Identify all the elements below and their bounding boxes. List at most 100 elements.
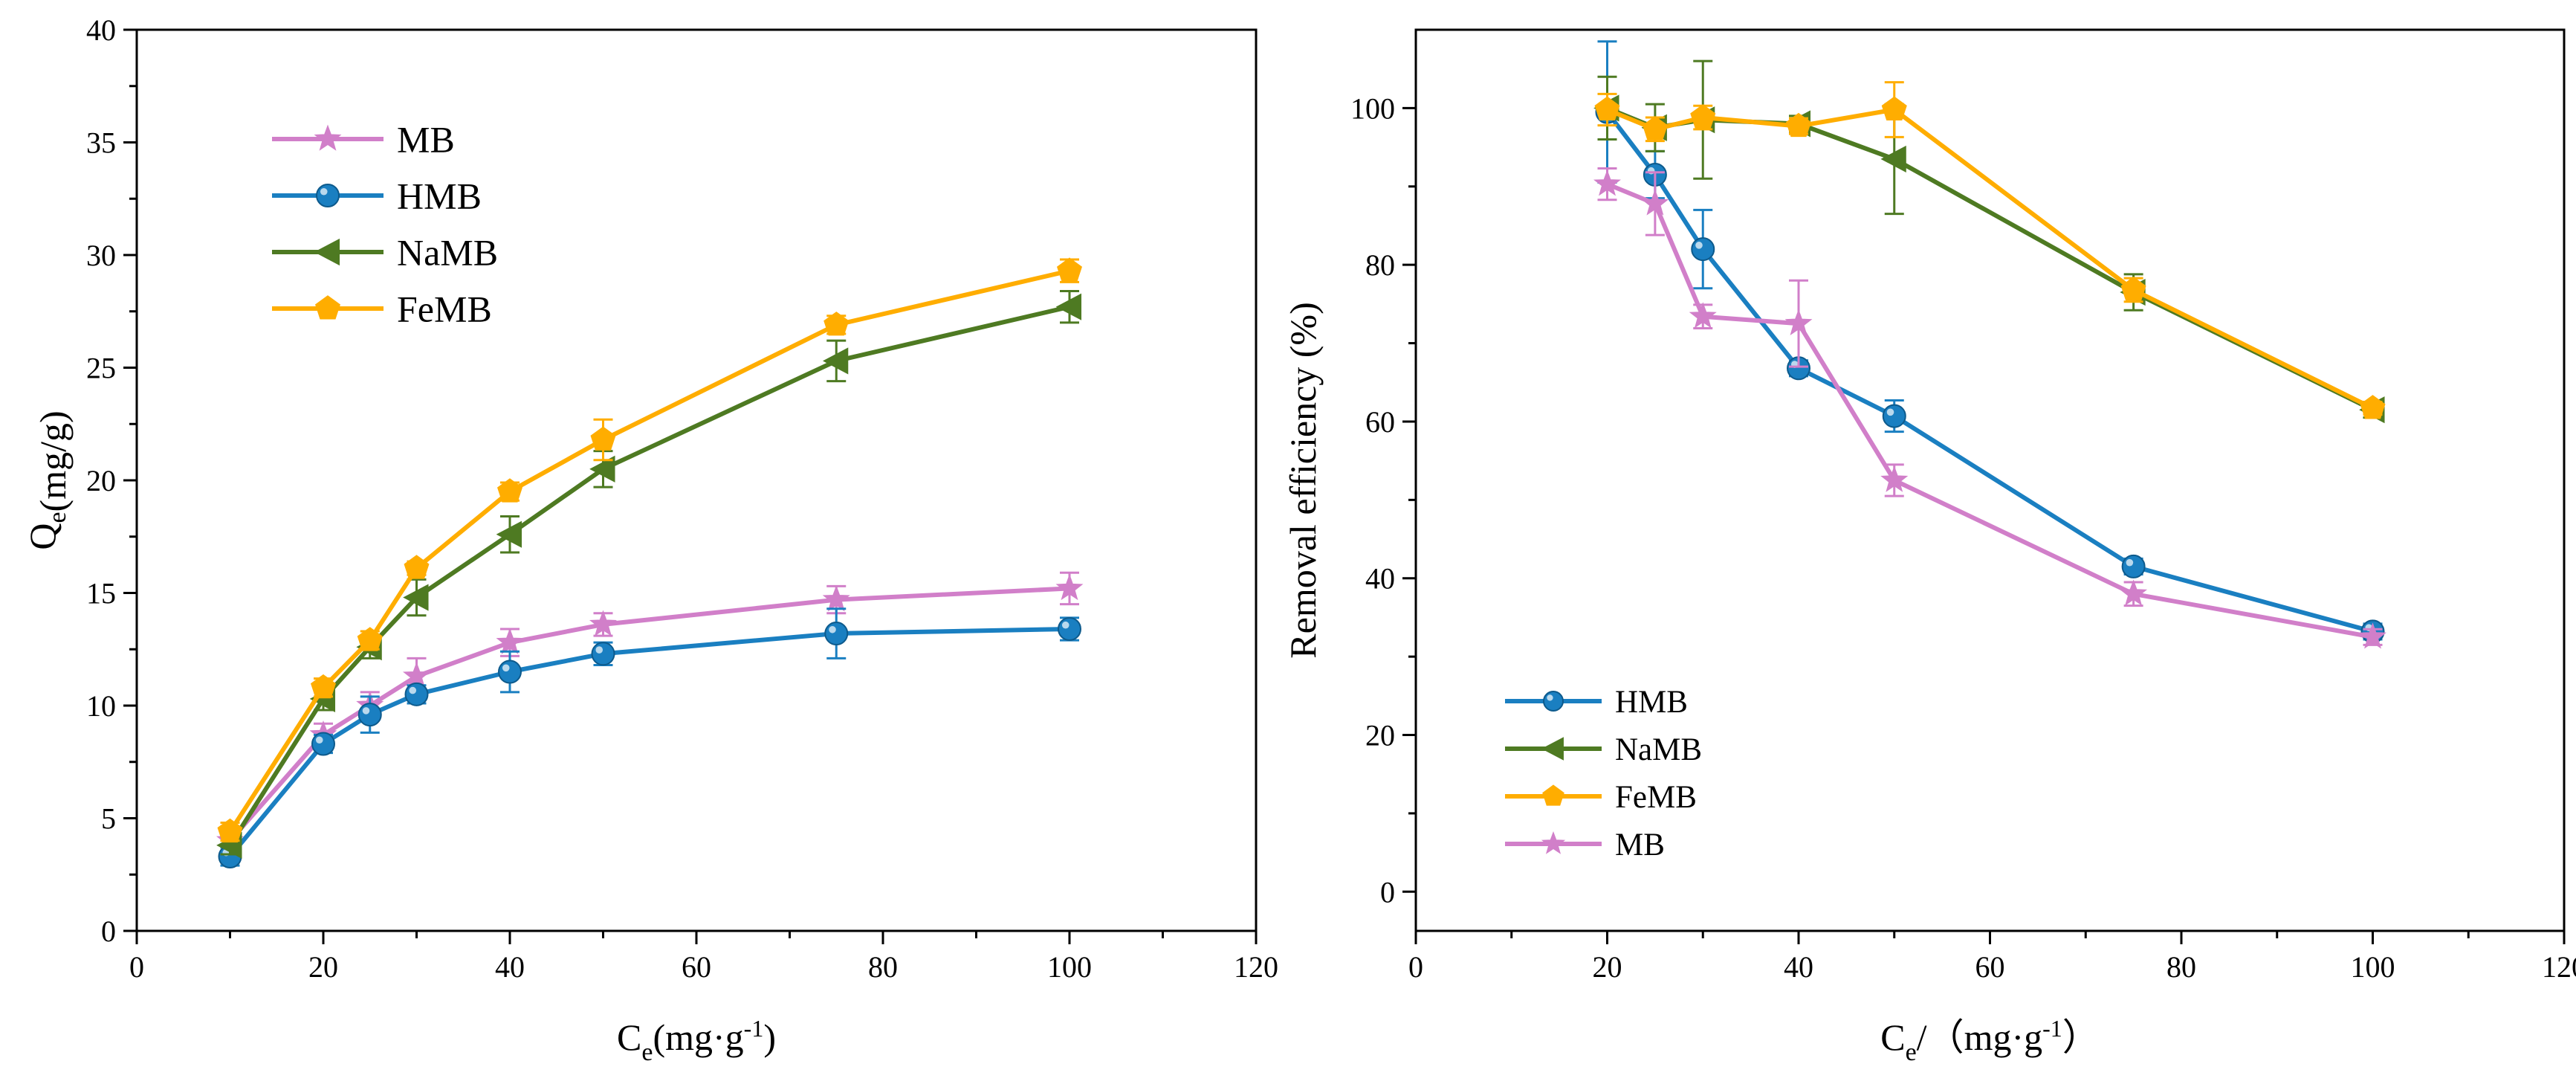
- data-point-hmb: [498, 660, 522, 684]
- data-point-femb: [590, 426, 616, 451]
- legend-marker-highlight: [1547, 694, 1553, 701]
- legend-label-namb: NaMB: [397, 232, 498, 274]
- data-point-femb: [497, 478, 522, 503]
- x-axis-title: Ce(mg·g-1): [617, 1015, 776, 1066]
- data-point-namb: [589, 455, 615, 483]
- data-point-mb: [1784, 309, 1813, 335]
- data-point-hmb-highlight: [829, 625, 836, 633]
- data-point-mb: [1689, 302, 1717, 329]
- legend-marker: [315, 295, 340, 320]
- series-namb: [216, 289, 1082, 859]
- legend-item-namb: NaMB: [1505, 732, 1702, 767]
- x-tick-label-120: 120: [1234, 950, 1278, 984]
- series-femb: [217, 257, 1082, 843]
- legend-item-femb: FeMB: [1505, 780, 1697, 815]
- series-mb: [216, 571, 1084, 854]
- legend-item-hmb: HMB: [1505, 685, 1688, 720]
- data-point-femb: [311, 674, 336, 699]
- data-point-namb: [496, 520, 522, 548]
- x-tick-label-0: 0: [129, 950, 144, 984]
- series-line-femb: [227, 268, 1070, 833]
- data-point-hmb-highlight: [315, 736, 323, 744]
- legend: HMB NaMB FeMB MB: [1505, 685, 1702, 862]
- x-tick-label-80: 80: [2166, 950, 2196, 984]
- data-point-hmb-highlight: [502, 664, 510, 672]
- data-point-hmb-highlight: [362, 707, 370, 715]
- plot-frame: [135, 28, 1258, 932]
- data-point-femb: [1642, 115, 1668, 141]
- legend-label-mb: MB: [397, 119, 455, 161]
- y-tick-label-25: 25: [86, 352, 116, 385]
- data-point-hmb-highlight: [2126, 558, 2134, 567]
- x-tick-label-0: 0: [1408, 950, 1423, 984]
- x-tick-label-100: 100: [2351, 950, 2395, 984]
- data-point-hmb: [1882, 404, 1906, 428]
- chart-right-removal-efficiency: 0 20 40 60 80 100 120 0 20 40 60 80 100 Ce/（mg·g-1） Re…: [1282, 28, 2576, 1066]
- y-tick-label-30: 30: [86, 239, 116, 272]
- legend-marker: [314, 238, 340, 266]
- data-point-femb: [1881, 96, 1907, 120]
- x-tick-label-60: 60: [682, 950, 711, 984]
- series-line-femb: [1606, 107, 2374, 410]
- legend-marker-highlight: [320, 187, 328, 196]
- data-point-hmb: [2121, 554, 2146, 578]
- legend-marker: [1542, 784, 1564, 806]
- data-point-hmb-highlight: [1061, 621, 1069, 629]
- data-point-femb: [2360, 395, 2386, 419]
- data-point-hmb: [1691, 237, 1715, 262]
- x-tick-label-60: 60: [1975, 950, 2005, 984]
- data-point-hmb: [357, 703, 382, 727]
- series-line-hmb: [1605, 110, 2374, 634]
- data-point-namb: [1880, 145, 1906, 172]
- legend-item-mb: MB: [272, 119, 455, 161]
- series-line-namb: [227, 304, 1070, 847]
- legend-item-femb: FeMB: [272, 288, 492, 330]
- x-tick-label-80: 80: [868, 950, 898, 984]
- x-tick-label-120: 120: [2542, 950, 2576, 984]
- data-point-femb: [217, 818, 243, 843]
- data-point-hmb: [311, 732, 335, 756]
- data-point-hmb: [824, 622, 849, 646]
- y-tick-label-20: 20: [86, 464, 116, 497]
- data-point-mb: [403, 662, 430, 688]
- series-line-namb: [1606, 106, 2374, 412]
- legend-marker: [314, 124, 342, 151]
- series-hmb: [218, 607, 1081, 869]
- y-tick-label-60: 60: [1365, 405, 1395, 439]
- y-tick-label-0: 0: [101, 915, 116, 948]
- data-point-hmb-highlight: [1886, 408, 1894, 416]
- x-tick-label-20: 20: [308, 950, 338, 984]
- x-tick-label-40: 40: [1784, 950, 1813, 984]
- data-point-mb: [2120, 579, 2148, 606]
- legend: MB HMB NaMB FeMB: [272, 119, 498, 330]
- legend-label-femb: FeMB: [1615, 780, 1697, 815]
- y-tick-label-40: 40: [1365, 562, 1395, 596]
- legend-marker: [1543, 691, 1564, 712]
- data-point-hmb-highlight: [1695, 242, 1703, 249]
- legend-item-hmb: HMB: [272, 175, 482, 217]
- legend-marker: [316, 184, 340, 207]
- data-point-femb: [1057, 257, 1082, 282]
- series-line-mb: [228, 586, 1070, 842]
- legend-marker: [1541, 831, 1566, 854]
- y-tick-label-35: 35: [86, 126, 116, 160]
- data-point-mb: [1641, 189, 1669, 216]
- data-point-mb: [1880, 465, 1909, 492]
- legend-label-hmb: HMB: [397, 175, 482, 217]
- data-point-hmb-highlight: [595, 646, 603, 654]
- series-mb: [1593, 167, 2386, 649]
- data-point-hmb: [591, 642, 615, 666]
- data-point-namb: [403, 584, 429, 611]
- y-axis-title: Removal efficiency (%): [1282, 302, 1324, 658]
- data-point-namb: [1055, 293, 1082, 320]
- data-point-femb: [1594, 96, 1620, 120]
- legend-label-mb: MB: [1615, 828, 1665, 862]
- x-tick-label-100: 100: [1047, 950, 1092, 984]
- y-tick-label-0: 0: [1380, 875, 1395, 909]
- y-tick-label-100: 100: [1350, 91, 1395, 125]
- data-point-namb: [822, 347, 849, 375]
- legend-item-namb: NaMB: [272, 232, 498, 274]
- data-point-hmb: [404, 682, 429, 706]
- data-point-mb: [822, 585, 850, 612]
